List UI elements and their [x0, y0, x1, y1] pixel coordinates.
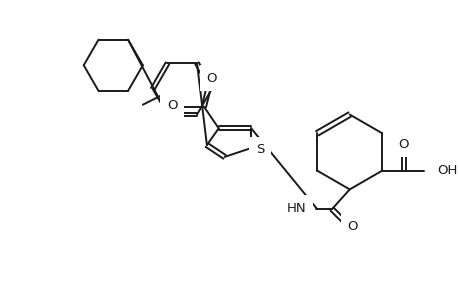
Text: O: O: [397, 138, 408, 151]
Text: HN: HN: [286, 202, 306, 214]
Text: O: O: [206, 72, 217, 85]
Text: O: O: [167, 99, 177, 112]
Text: O: O: [347, 220, 357, 233]
Text: OH: OH: [437, 164, 457, 177]
Text: S: S: [255, 143, 263, 157]
